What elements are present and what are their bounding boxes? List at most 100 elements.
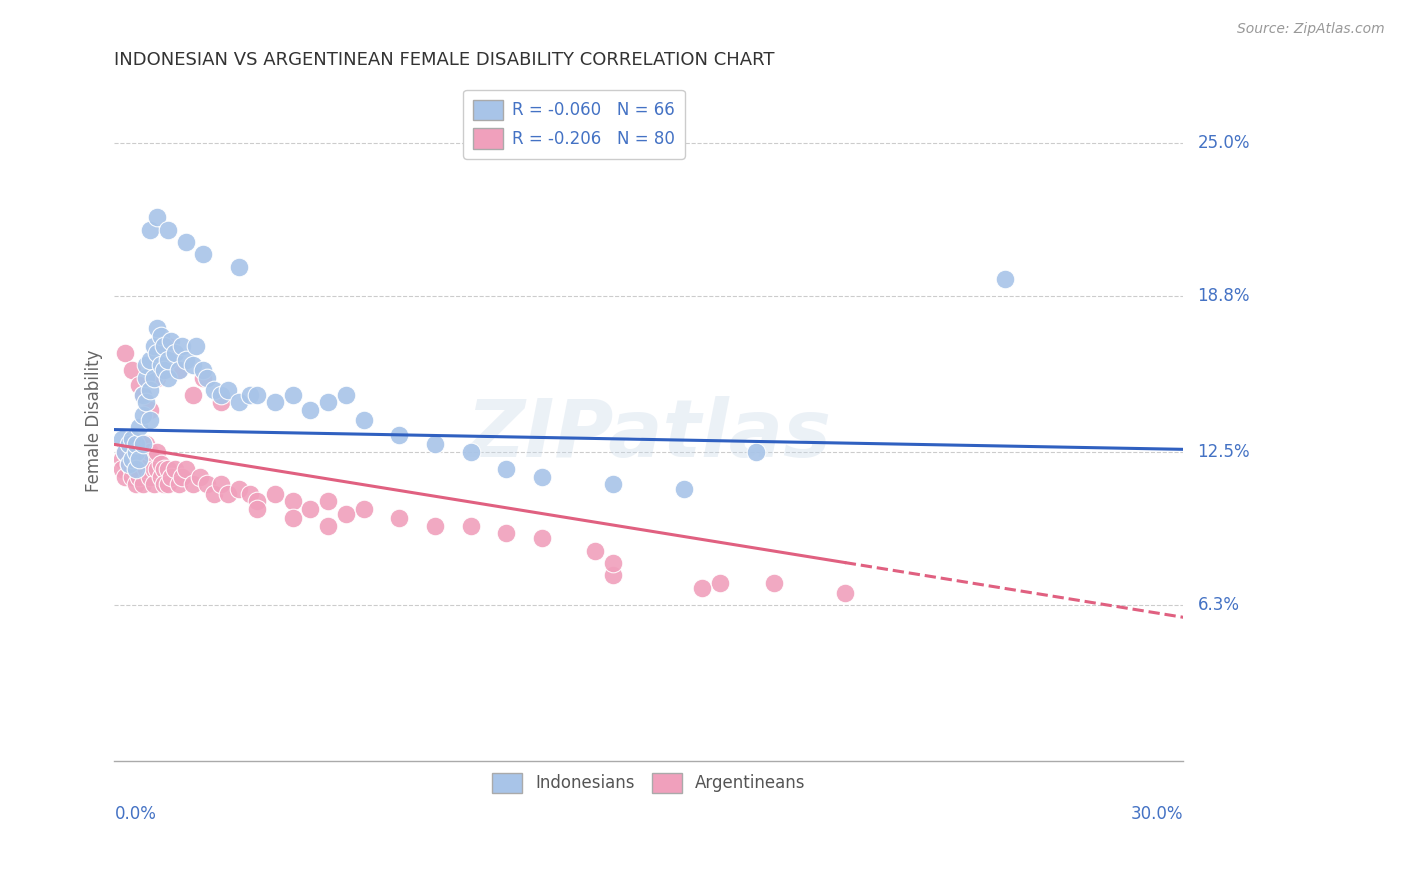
Point — [132, 477, 155, 491]
Point — [160, 469, 183, 483]
Point — [128, 469, 150, 483]
Point — [834, 585, 856, 599]
Point — [163, 462, 186, 476]
Point — [135, 452, 157, 467]
Point — [186, 338, 208, 352]
Point — [110, 452, 132, 467]
Point — [160, 334, 183, 348]
Point — [146, 321, 169, 335]
Point — [153, 363, 176, 377]
Point — [583, 543, 606, 558]
Text: 25.0%: 25.0% — [1198, 134, 1250, 153]
Point — [690, 581, 713, 595]
Text: 30.0%: 30.0% — [1130, 805, 1184, 823]
Point — [139, 402, 162, 417]
Point — [128, 378, 150, 392]
Point — [246, 388, 269, 402]
Point — [209, 477, 232, 491]
Point — [530, 469, 553, 483]
Point — [181, 359, 204, 373]
Point — [121, 462, 143, 476]
Point — [146, 370, 169, 384]
Point — [156, 462, 179, 476]
Point — [167, 363, 190, 377]
Point — [202, 383, 225, 397]
Point — [118, 457, 141, 471]
Point — [209, 388, 232, 402]
Point — [181, 388, 204, 402]
Point — [335, 388, 357, 402]
Point — [142, 370, 165, 384]
Point — [193, 370, 215, 384]
Point — [217, 487, 239, 501]
Point — [167, 477, 190, 491]
Point — [299, 402, 322, 417]
Text: Source: ZipAtlas.com: Source: ZipAtlas.com — [1237, 22, 1385, 37]
Point — [153, 462, 176, 476]
Point — [602, 568, 624, 582]
Point — [156, 222, 179, 236]
Point — [193, 247, 215, 261]
Point — [299, 501, 322, 516]
Point — [146, 445, 169, 459]
Point — [217, 383, 239, 397]
Legend: Indonesians, Argentineans: Indonesians, Argentineans — [485, 766, 813, 800]
Point — [281, 388, 304, 402]
Point — [132, 457, 155, 471]
Point — [744, 445, 766, 459]
Text: 12.5%: 12.5% — [1198, 442, 1250, 461]
Point — [121, 452, 143, 467]
Y-axis label: Female Disability: Female Disability — [86, 350, 103, 492]
Point — [110, 462, 132, 476]
Point — [762, 575, 785, 590]
Point — [149, 457, 172, 471]
Point — [153, 477, 176, 491]
Point — [156, 370, 179, 384]
Point — [125, 477, 148, 491]
Point — [132, 408, 155, 422]
Point — [530, 531, 553, 545]
Point — [156, 353, 179, 368]
Point — [125, 437, 148, 451]
Point — [994, 272, 1017, 286]
Point — [118, 457, 141, 471]
Point — [139, 445, 162, 459]
Point — [142, 477, 165, 491]
Point — [135, 437, 157, 451]
Point — [132, 445, 155, 459]
Point — [316, 494, 339, 508]
Point — [246, 494, 269, 508]
Point — [228, 260, 250, 274]
Point — [135, 395, 157, 409]
Point — [281, 511, 304, 525]
Point — [142, 462, 165, 476]
Point — [114, 346, 136, 360]
Point — [128, 420, 150, 434]
Point — [228, 395, 250, 409]
Point — [139, 469, 162, 483]
Point — [181, 477, 204, 491]
Point — [709, 575, 731, 590]
Point — [135, 370, 157, 384]
Point — [460, 519, 482, 533]
Text: ZIPatlas: ZIPatlas — [467, 395, 831, 474]
Point — [174, 353, 197, 368]
Point — [132, 388, 155, 402]
Point — [460, 445, 482, 459]
Point — [423, 437, 446, 451]
Point — [163, 346, 186, 360]
Point — [193, 363, 215, 377]
Point — [495, 462, 517, 476]
Point — [125, 445, 148, 459]
Point — [132, 388, 155, 402]
Point — [172, 338, 194, 352]
Point — [114, 469, 136, 483]
Point — [388, 511, 411, 525]
Point — [388, 427, 411, 442]
Point — [139, 413, 162, 427]
Point — [281, 494, 304, 508]
Point — [118, 437, 141, 451]
Point — [125, 445, 148, 459]
Point — [114, 445, 136, 459]
Point — [263, 487, 285, 501]
